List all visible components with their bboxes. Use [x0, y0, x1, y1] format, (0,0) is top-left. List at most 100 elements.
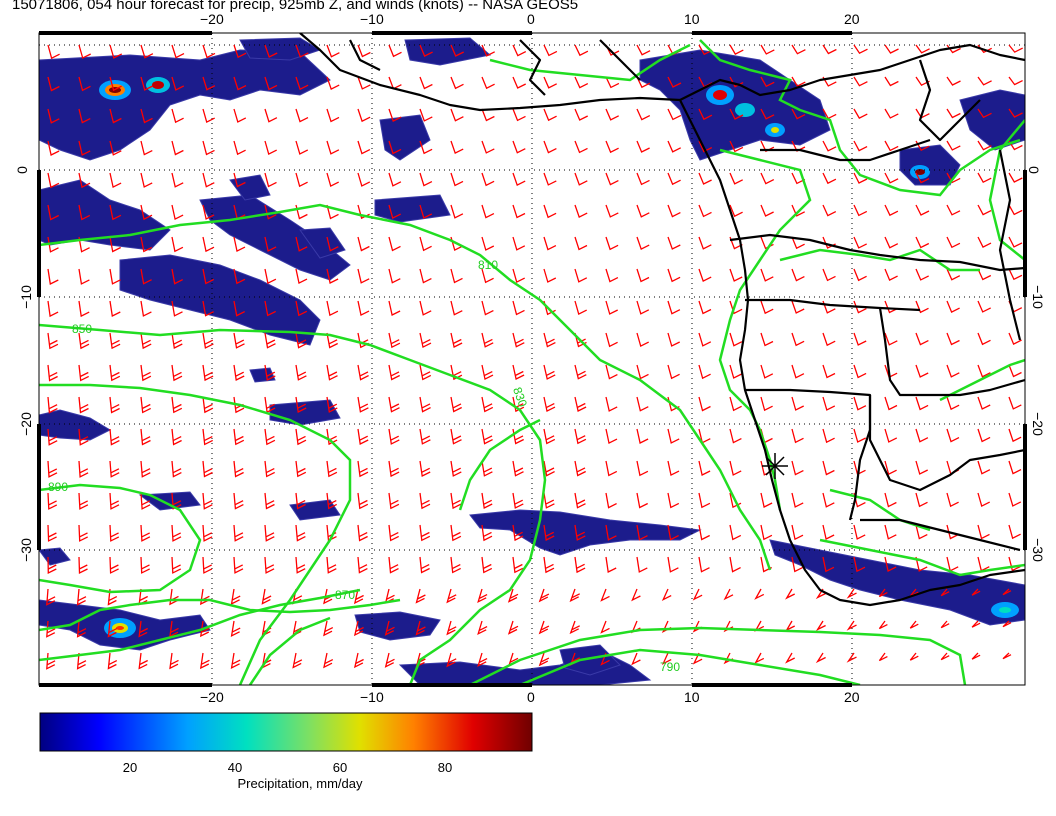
wind-barb — [481, 428, 493, 445]
wind-barb — [171, 524, 182, 542]
wind-barb — [1008, 492, 1022, 507]
colorbar-tick-80: 80 — [437, 760, 453, 775]
wind-barb — [631, 588, 641, 602]
wind-barb — [171, 492, 182, 510]
wind-barb — [76, 588, 87, 606]
wind-barb — [264, 172, 277, 188]
wind-barb — [419, 396, 431, 413]
lat-label-right-3: −20 — [1029, 412, 1046, 436]
wind-barb — [815, 588, 826, 600]
wind-barb — [326, 300, 339, 317]
wind-barb — [450, 172, 464, 187]
wind-barb — [543, 44, 558, 57]
wind-barb — [791, 492, 804, 508]
wind-barb — [171, 44, 185, 59]
wind-barb — [140, 268, 152, 285]
wind-barb — [326, 460, 338, 478]
wind-barb — [574, 236, 588, 251]
wind-barb — [698, 364, 711, 380]
wind-barb — [543, 492, 555, 509]
wind-barb — [512, 76, 526, 89]
wind-barb — [636, 268, 650, 283]
wind-barb — [667, 524, 679, 541]
wind-barb — [1008, 268, 1023, 281]
wind-barb — [512, 460, 524, 477]
wind-barb — [326, 236, 339, 252]
wind-barb — [326, 108, 340, 123]
wind-barb — [884, 428, 898, 443]
wind-barb — [46, 620, 56, 638]
wind-barb — [140, 76, 153, 91]
wind-barb — [878, 620, 888, 630]
asterisk-marker — [762, 453, 788, 479]
wind-barb — [109, 492, 120, 510]
wind-barb — [940, 620, 950, 629]
lon-label-bottom-4: 10 — [684, 689, 700, 705]
wind-barb — [791, 332, 805, 347]
wind-barb — [971, 652, 981, 660]
wind-barb — [171, 556, 182, 574]
wind-barb — [450, 76, 464, 90]
wind-barb — [450, 556, 461, 574]
wind-barb — [940, 652, 950, 661]
wind-barb — [915, 172, 930, 184]
wind-barb — [667, 300, 681, 315]
wind-barb — [388, 236, 401, 252]
wind-barb — [388, 172, 402, 187]
wind-barb — [295, 268, 308, 285]
wind-barb — [78, 76, 91, 92]
wind-barb — [667, 140, 681, 153]
wind-barb — [884, 204, 899, 217]
wind-barb — [754, 588, 765, 600]
wind-barb — [1002, 588, 1012, 596]
wind-barb — [667, 492, 680, 509]
wind-barb — [636, 140, 650, 153]
wind-barb — [946, 524, 959, 540]
wind-barb — [140, 300, 152, 317]
wind-barb — [884, 76, 899, 87]
lon-label-top-1: −20 — [200, 11, 224, 27]
wind-barb — [384, 652, 395, 668]
wind-barb — [264, 428, 276, 446]
wind-barb — [600, 620, 610, 634]
wind-barb — [977, 492, 990, 508]
wind-barb — [264, 492, 275, 510]
lat-label-left-2: −10 — [17, 285, 34, 309]
wind-barb — [661, 652, 672, 666]
wind-barb — [292, 652, 303, 669]
wind-barb — [233, 428, 245, 446]
wind-barb — [171, 172, 184, 188]
wind-barb — [419, 204, 433, 219]
wind-barb — [388, 332, 401, 349]
wind-barb — [357, 364, 369, 381]
wind-barb — [481, 524, 493, 542]
wind-barb — [1002, 652, 1012, 660]
wind-barb — [169, 620, 179, 638]
wind-barb — [791, 460, 804, 476]
wind-barb — [419, 332, 432, 349]
wind-barb — [78, 236, 90, 253]
wind-barb — [138, 652, 148, 670]
wind-barb — [791, 204, 805, 217]
wind-barb — [230, 588, 241, 605]
wind-barb — [78, 332, 90, 350]
wind-barb — [47, 428, 58, 446]
wind-barb — [946, 428, 960, 443]
wind-barb — [915, 332, 929, 346]
wind-barb — [507, 620, 519, 635]
wind-barb — [822, 460, 835, 476]
wind-barb — [1008, 364, 1022, 378]
wind-barb — [171, 108, 184, 124]
wind-barb — [388, 492, 400, 510]
wind-barb — [853, 140, 868, 152]
wind-barb — [1008, 236, 1023, 248]
wind-barb — [543, 460, 555, 477]
wind-barb — [698, 332, 712, 347]
wind-barb — [512, 524, 524, 542]
wind-barb — [600, 588, 610, 602]
wind-barb — [481, 172, 495, 187]
wind-barb — [477, 588, 488, 604]
wind-barb — [140, 460, 151, 478]
lon-label-bottom-1: −20 — [200, 689, 224, 705]
wind-barb — [47, 268, 59, 285]
